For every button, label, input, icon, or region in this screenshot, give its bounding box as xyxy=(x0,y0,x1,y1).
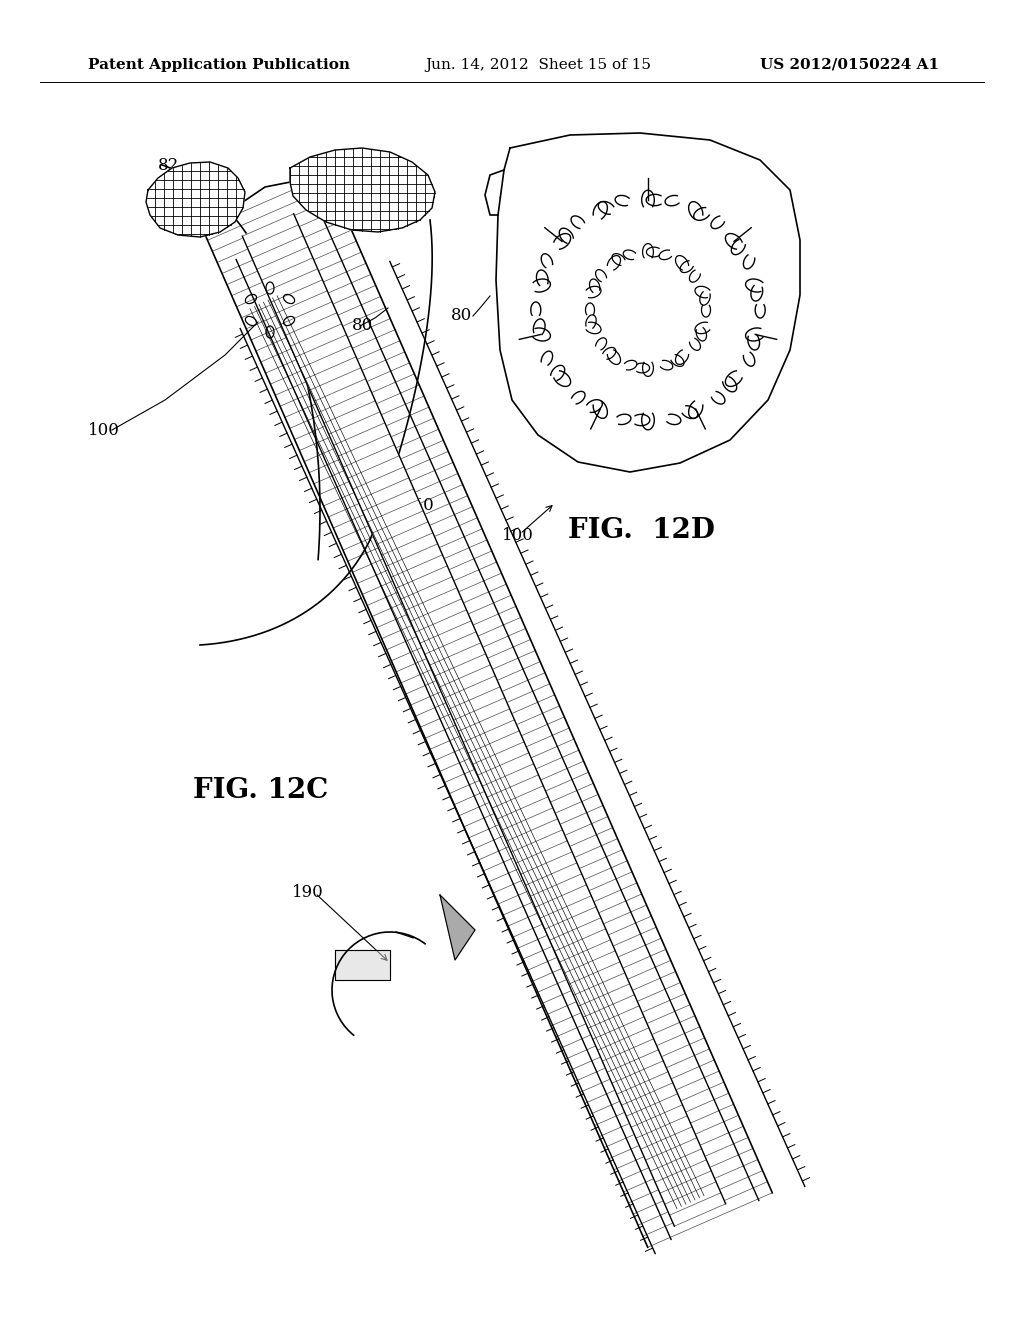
Text: US 2012/0150224 A1: US 2012/0150224 A1 xyxy=(760,58,939,73)
Text: 134: 134 xyxy=(497,195,528,213)
Text: 80: 80 xyxy=(451,308,472,323)
Polygon shape xyxy=(146,162,245,238)
Text: Patent Application Publication: Patent Application Publication xyxy=(88,58,350,73)
Polygon shape xyxy=(203,174,772,1247)
Polygon shape xyxy=(243,214,726,1226)
Text: 150: 150 xyxy=(403,498,435,513)
Text: 100: 100 xyxy=(88,422,120,440)
Text: Jun. 14, 2012  Sheet 15 of 15: Jun. 14, 2012 Sheet 15 of 15 xyxy=(425,58,651,73)
Text: FIG. 12C: FIG. 12C xyxy=(193,776,329,804)
Text: 132: 132 xyxy=(618,160,650,177)
Polygon shape xyxy=(335,950,390,979)
Text: 78: 78 xyxy=(618,339,639,356)
Text: FIG.  12D: FIG. 12D xyxy=(568,516,715,544)
Text: 82: 82 xyxy=(158,157,179,174)
Text: 130: 130 xyxy=(548,149,580,166)
Polygon shape xyxy=(440,895,475,960)
Text: 140: 140 xyxy=(742,352,774,370)
Text: 80: 80 xyxy=(352,317,374,334)
Polygon shape xyxy=(496,133,800,473)
Text: 100: 100 xyxy=(502,527,534,544)
Polygon shape xyxy=(290,148,435,232)
Text: 190: 190 xyxy=(292,884,324,902)
